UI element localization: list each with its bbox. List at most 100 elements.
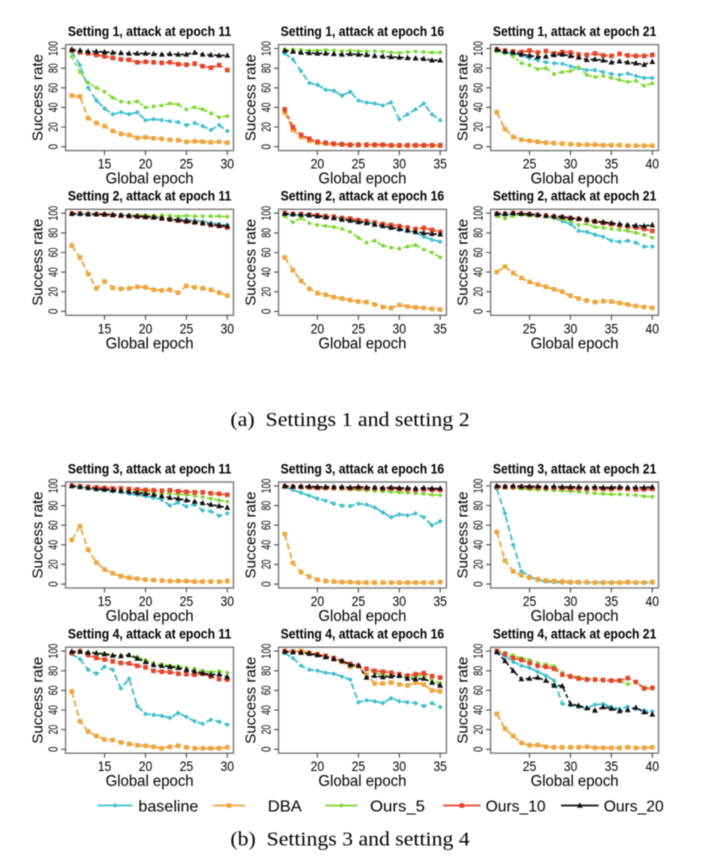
svg-text:Setting 4, attack at epoch 21: Setting 4, attack at epoch 21 [493,626,657,642]
svg-text:Success rate: Success rate [455,219,472,306]
svg-text:40: 40 [471,540,486,550]
svg-text:80: 80 [46,63,61,73]
svg-text:20: 20 [139,594,153,609]
svg-text:Success rate: Success rate [455,657,472,744]
svg-text:25: 25 [180,594,194,609]
svg-text:80: 80 [471,63,486,73]
svg-text:30: 30 [564,759,578,774]
svg-text:0: 0 [46,309,61,315]
svg-text:60: 60 [259,520,274,530]
svg-text:Global epoch: Global epoch [531,335,619,352]
svg-text:20: 20 [311,594,325,609]
svg-text:Global epoch: Global epoch [531,171,619,188]
svg-text:35: 35 [605,759,619,774]
svg-text:Success rate: Success rate [243,219,260,306]
svg-text:(b) Settings 3 and setting 4: (b) Settings 3 and setting 4 [230,829,469,851]
svg-text:0: 0 [471,747,486,753]
svg-text:35: 35 [605,157,619,172]
svg-text:Success rate: Success rate [455,492,472,579]
svg-text:80: 80 [259,63,274,73]
svg-text:Setting 1, attack at epoch 11: Setting 1, attack at epoch 11 [68,23,232,39]
svg-text:0: 0 [471,309,486,315]
svg-text:80: 80 [259,228,274,238]
svg-text:80: 80 [46,501,61,511]
svg-text:30: 30 [564,594,578,609]
svg-text:100: 100 [259,41,274,56]
svg-text:Global epoch: Global epoch [531,773,619,790]
svg-text:Success rate: Success rate [30,54,47,141]
svg-text:25: 25 [180,321,194,336]
svg-text:0: 0 [259,144,274,150]
svg-text:80: 80 [471,666,486,676]
svg-text:0: 0 [259,309,274,315]
svg-text:40: 40 [646,157,660,172]
svg-text:20: 20 [471,122,486,132]
svg-text:30: 30 [221,321,235,336]
svg-text:Success rate: Success rate [243,492,260,579]
svg-text:60: 60 [259,83,274,93]
svg-text:30: 30 [393,594,407,609]
svg-text:0: 0 [259,581,274,587]
svg-text:30: 30 [393,759,407,774]
svg-text:80: 80 [46,228,61,238]
svg-text:100: 100 [46,479,61,494]
svg-text:Ours_5: Ours_5 [370,799,425,816]
svg-text:20: 20 [311,759,325,774]
svg-text:Success rate: Success rate [455,54,472,141]
svg-text:100: 100 [471,206,486,221]
svg-text:Ours_20: Ours_20 [604,799,664,816]
svg-text:40: 40 [471,705,486,715]
svg-text:25: 25 [180,759,194,774]
svg-text:(a) Settings 1 and setting 2: (a) Settings 1 and setting 2 [230,409,469,431]
svg-text:80: 80 [259,501,274,511]
svg-text:0: 0 [46,144,61,150]
svg-text:100: 100 [259,479,274,494]
svg-text:Success rate: Success rate [30,219,47,306]
svg-text:25: 25 [352,759,366,774]
svg-text:100: 100 [46,644,61,659]
svg-text:Success rate: Success rate [243,54,260,141]
svg-text:0: 0 [259,747,274,753]
svg-text:80: 80 [46,666,61,676]
svg-text:60: 60 [471,520,486,530]
svg-text:35: 35 [605,321,619,336]
svg-text:20: 20 [259,560,274,570]
svg-text:30: 30 [221,759,235,774]
svg-text:20: 20 [471,560,486,570]
svg-text:25: 25 [523,594,537,609]
svg-text:Setting 1, attack at epoch 16: Setting 1, attack at epoch 16 [281,23,445,39]
svg-text:40: 40 [46,540,61,550]
svg-text:Success rate: Success rate [243,657,260,744]
svg-text:Setting 4, attack at epoch 11: Setting 4, attack at epoch 11 [68,626,232,642]
svg-text:60: 60 [46,83,61,93]
svg-text:60: 60 [471,83,486,93]
svg-text:25: 25 [523,759,537,774]
svg-text:Setting 2, attack at epoch 21: Setting 2, attack at epoch 21 [493,188,657,204]
svg-text:20: 20 [311,157,325,172]
svg-text:35: 35 [433,594,447,609]
svg-text:40: 40 [646,594,660,609]
svg-text:Global epoch: Global epoch [106,335,194,352]
svg-text:15: 15 [98,594,112,609]
svg-text:Global epoch: Global epoch [531,608,619,625]
svg-text:Setting 1, attack at epoch 21: Setting 1, attack at epoch 21 [493,23,657,39]
svg-text:Success rate: Success rate [30,492,47,579]
svg-text:100: 100 [259,206,274,221]
svg-text:60: 60 [46,686,61,696]
svg-text:DBA: DBA [268,799,302,816]
svg-text:40: 40 [46,705,61,715]
svg-text:60: 60 [46,248,61,258]
svg-text:80: 80 [471,501,486,511]
svg-text:25: 25 [180,157,194,172]
svg-text:100: 100 [471,644,486,659]
svg-text:100: 100 [46,206,61,221]
svg-text:0: 0 [46,747,61,753]
svg-text:20: 20 [311,321,325,336]
svg-text:Setting 2, attack at epoch 16: Setting 2, attack at epoch 16 [281,188,445,204]
svg-text:15: 15 [98,321,112,336]
svg-text:30: 30 [564,157,578,172]
svg-text:Ours_10: Ours_10 [486,799,546,816]
svg-text:40: 40 [259,103,274,113]
svg-text:30: 30 [221,157,235,172]
svg-text:25: 25 [523,321,537,336]
